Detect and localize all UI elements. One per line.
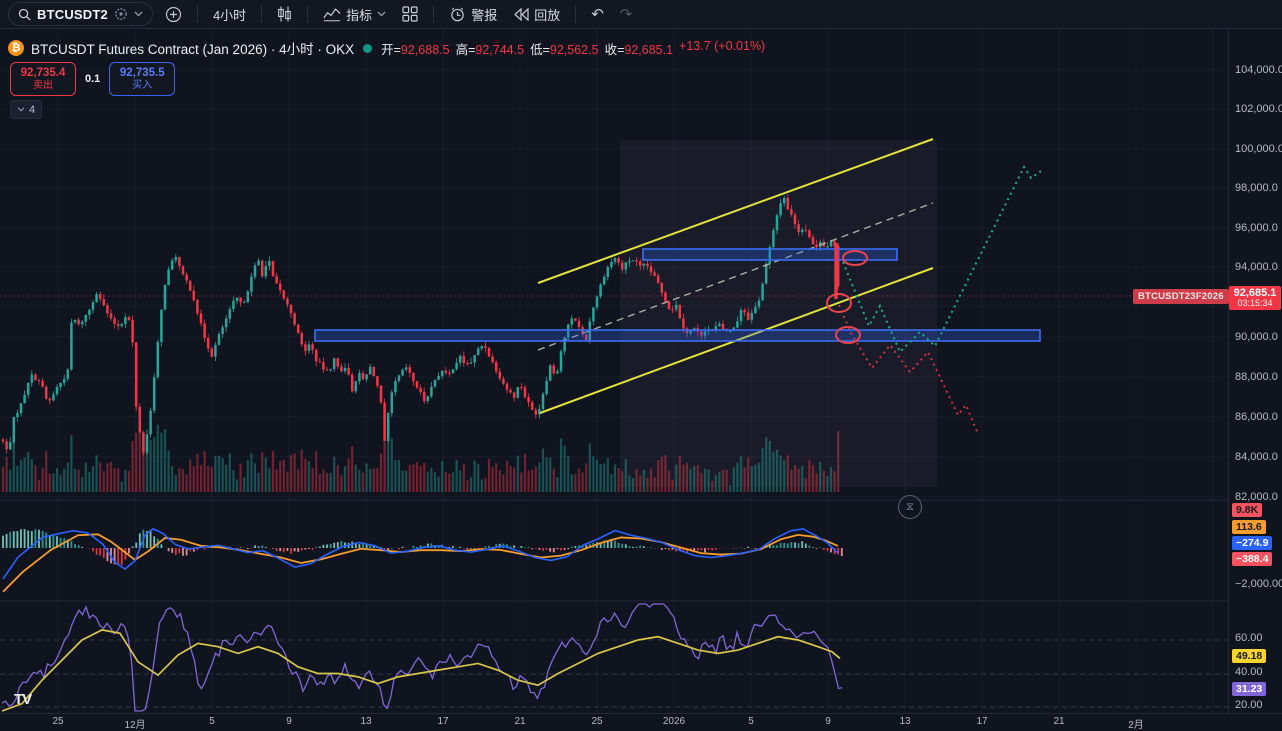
search-icon — [18, 8, 31, 21]
alarm-clock-icon — [449, 6, 466, 23]
close-value: 92,685.1 — [624, 43, 673, 57]
time-tick: 21 — [514, 716, 525, 727]
market-status-dot — [363, 44, 372, 53]
time-tick: 5 — [209, 716, 215, 727]
price-tick: 90,000.0 — [1235, 331, 1278, 343]
interval-label: 4小时 — [213, 5, 246, 24]
object-count: 4 — [29, 104, 35, 116]
alerts-label: 警报 — [471, 5, 497, 24]
price-tick: 100,000.0 — [1235, 143, 1282, 155]
time-tick: 5 — [748, 716, 754, 727]
indicators-label: 指标 — [346, 5, 372, 24]
buy-price: 92,735.5 — [120, 67, 165, 80]
chart-style-button[interactable] — [269, 2, 300, 26]
time-tick: 17 — [976, 716, 987, 727]
chart-legend[interactable]: ₿ BTCUSDT Futures Contract (Jan 2026) · … — [8, 38, 765, 58]
indicator-axis-value: −2,000.00 — [1235, 578, 1282, 590]
chevron-down-icon — [134, 11, 143, 17]
symbol-price-flag: BTCUSDT23F2026 — [1133, 289, 1229, 304]
price-tick: 102,000.0 — [1235, 103, 1282, 115]
time-tick: 2026 — [663, 716, 685, 727]
low-value: 92,562.5 — [550, 43, 599, 57]
high-value: 92,744.5 — [475, 43, 524, 57]
tradingview-logo[interactable]: TV — [14, 691, 31, 708]
broker-badge-icon[interactable] — [114, 7, 128, 21]
open-value: 92,688.5 — [401, 43, 450, 57]
sell-label: 卖出 — [33, 80, 53, 92]
indicators-icon — [323, 7, 341, 22]
last-price-label: 92,685.1 03:15:34 — [1229, 286, 1281, 310]
chevron-down-icon — [17, 107, 25, 112]
indicator-axis-value: −274.9 — [1232, 536, 1272, 550]
indicator-axis-value: −388.4 — [1232, 552, 1272, 566]
time-tick: 9 — [825, 716, 831, 727]
change-value: +13.7 (+0.01%) — [679, 39, 765, 58]
price-axis[interactable]: 104,000.0 102,000.0 100,000.0 98,000.0 96,00… — [1228, 28, 1282, 713]
time-tick: 9 — [286, 716, 292, 727]
time-tick: 25 — [52, 716, 63, 727]
undo-button[interactable]: ↶ — [583, 2, 612, 26]
time-tick: 13 — [360, 716, 371, 727]
trade-panel: 92,735.4 卖出 0.1 92,735.5 买入 — [10, 62, 175, 96]
indicator-axis-value: 20.00 — [1235, 699, 1263, 711]
interval-button[interactable]: 4小时 — [205, 2, 254, 26]
price-tick: 104,000.0 — [1235, 64, 1282, 76]
replay-button[interactable]: 回放 — [505, 2, 568, 26]
btc-icon: ₿ — [8, 40, 24, 56]
indicator-axis-value: 113.6 — [1232, 520, 1266, 534]
price-tick: 96,000.0 — [1235, 222, 1278, 234]
plus-circle-icon — [165, 6, 182, 23]
price-tick: 88,000.0 — [1235, 371, 1278, 383]
indicator-axis-value: 49.18 — [1232, 649, 1266, 663]
candlestick-icon — [277, 6, 292, 22]
price-tick: 94,000.0 — [1235, 261, 1278, 273]
layout-grid-button[interactable] — [394, 2, 426, 26]
time-tick: 13 — [899, 716, 910, 727]
indicator-axis-value: 31.23 — [1232, 682, 1266, 696]
order-quantity[interactable]: 0.1 — [85, 73, 100, 85]
time-tick: 25 — [591, 716, 602, 727]
bar-countdown: 03:15:34 — [1229, 298, 1281, 308]
symbol-name: BTCUSDT2 — [37, 7, 108, 22]
buy-button[interactable]: 92,735.5 买入 — [109, 62, 175, 96]
chart-title: BTCUSDT Futures Contract (Jan 2026) · 4小… — [31, 38, 354, 58]
indicator-axis-value: 40.00 — [1235, 666, 1263, 678]
alerts-button[interactable]: 警报 — [441, 2, 505, 26]
indicators-button[interactable]: 指标 — [315, 2, 394, 26]
price-tick: 86,000.0 — [1235, 411, 1278, 423]
buy-label: 买入 — [132, 80, 152, 92]
compare-add-button[interactable] — [157, 2, 190, 26]
grid-layout-icon — [402, 6, 418, 22]
symbol-search[interactable]: BTCUSDT2 — [8, 2, 153, 26]
sell-button[interactable]: 92,735.4 卖出 — [10, 62, 76, 96]
hourglass-icon[interactable]: ⧖ — [898, 495, 922, 519]
chevron-down-icon — [377, 11, 386, 17]
replay-label: 回放 — [534, 5, 560, 24]
time-tick: 21 — [1053, 716, 1064, 727]
sell-price: 92,735.4 — [21, 67, 66, 80]
time-tick: 17 — [437, 716, 448, 727]
price-tick: 98,000.0 — [1235, 182, 1278, 194]
ohlc-values: 开=92,688.5 高=92,744.5 低=92,562.5 收=92,68… — [381, 39, 765, 58]
object-tree-toggle[interactable]: 4 — [10, 100, 42, 119]
indicator-axis-value: 9.8K — [1232, 503, 1262, 517]
price-tick: 82,000.0 — [1235, 491, 1278, 503]
redo-button[interactable]: ↷ — [612, 2, 641, 26]
price-tick: 84,000.0 — [1235, 451, 1278, 463]
rewind-icon — [513, 8, 529, 21]
indicator-axis-value: 60.00 — [1235, 632, 1263, 644]
top-toolbar: BTCUSDT2 4小时 指标 — [0, 0, 1282, 29]
